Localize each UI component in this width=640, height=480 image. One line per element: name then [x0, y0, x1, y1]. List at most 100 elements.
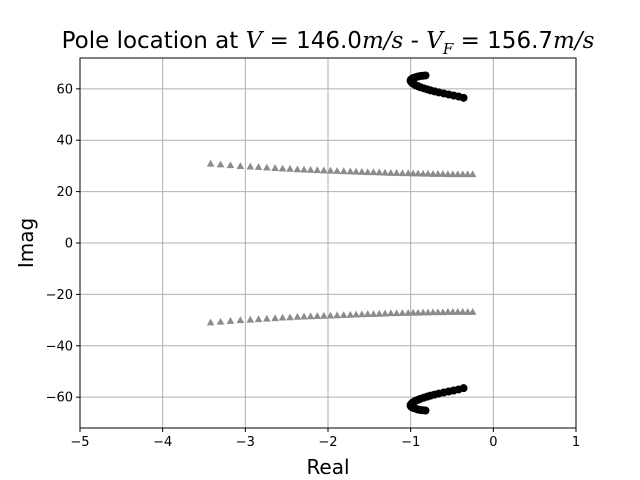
- x-tick-label: −5: [70, 435, 89, 450]
- x-tick-label: −3: [236, 435, 255, 450]
- pole-triangle-marker: [468, 308, 477, 315]
- pole-triangle-marker: [206, 318, 215, 326]
- pole-triangle-marker: [439, 170, 447, 177]
- pole-triangle-marker: [346, 310, 355, 318]
- x-tick-label: 1: [572, 435, 580, 450]
- title-vf-value: = 156.7: [453, 28, 553, 54]
- pole-triangle-marker: [300, 312, 308, 320]
- pole-triangle-marker: [286, 313, 294, 321]
- pole-triangle-marker: [363, 310, 372, 317]
- pole-triangle-marker: [246, 162, 255, 170]
- data-points: [206, 71, 477, 415]
- pole-triangle-marker: [206, 159, 215, 167]
- pole-triangle-marker: [339, 311, 348, 318]
- pole-triangle-marker: [313, 312, 322, 320]
- pole-triangle-marker: [320, 166, 328, 174]
- pole-triangle-marker: [326, 166, 335, 174]
- title-separator: -: [403, 28, 426, 54]
- x-tick-label: 0: [489, 435, 497, 450]
- pole-triangle-marker: [286, 164, 294, 172]
- y-tick-label: 20: [56, 185, 73, 200]
- title-vf-subscript: F: [442, 40, 454, 58]
- pole-triangle-marker: [449, 308, 457, 315]
- title-vf-symbol: V: [426, 28, 445, 54]
- pole-triangle-marker: [216, 317, 225, 325]
- pole-triangle-marker: [381, 309, 389, 317]
- pole-triangle-marker: [236, 316, 245, 324]
- pole-triangle-marker: [375, 309, 384, 317]
- pole-triangle-marker: [333, 166, 341, 174]
- pole-triangle-marker: [387, 309, 395, 317]
- pole-triangle-marker: [271, 314, 279, 322]
- pole-triangle-marker: [409, 169, 417, 177]
- pole-triangle-marker: [326, 311, 335, 319]
- pole-triangle-marker: [444, 170, 452, 178]
- y-axis-label: Imag: [14, 218, 38, 268]
- pole-triangle-marker: [216, 160, 225, 168]
- pole-triangle-marker: [381, 168, 389, 176]
- pole-triangle-marker: [463, 170, 472, 178]
- pole-triangle-marker: [458, 308, 467, 315]
- pole-triangle-marker: [236, 162, 245, 169]
- pole-triangle-marker: [404, 309, 412, 316]
- y-tick-label: −20: [46, 288, 73, 303]
- pole-triangle-marker: [300, 165, 308, 173]
- pole-triangle-marker: [409, 308, 417, 316]
- pole-triangle-marker: [358, 310, 366, 318]
- pole-triangle-marker: [226, 317, 235, 324]
- pole-triangle-marker: [387, 169, 395, 176]
- pole-triangle-marker: [313, 166, 322, 174]
- pole-triangle-marker: [458, 170, 467, 178]
- pole-triangle-marker: [271, 164, 279, 172]
- pole-triangle-marker: [419, 169, 427, 177]
- pole-triangle-marker: [414, 169, 422, 177]
- y-tick-label: −60: [46, 391, 73, 406]
- pole-triangle-marker: [263, 163, 271, 171]
- pole-triangle-marker: [398, 169, 407, 177]
- y-tick-label: 60: [56, 82, 73, 97]
- title-vf-units: m/s: [553, 28, 595, 54]
- pole-triangle-marker: [375, 168, 384, 176]
- pole-triangle-marker: [453, 170, 462, 178]
- pole-triangle-marker: [246, 315, 255, 323]
- pole-triangle-marker: [226, 161, 235, 169]
- x-tick-label: −2: [318, 435, 337, 450]
- pole-triangle-marker: [398, 309, 407, 316]
- pole-triangle-marker: [369, 168, 378, 176]
- pole-triangle-marker: [278, 164, 287, 172]
- pole-triangle-marker: [263, 314, 271, 322]
- pole-triangle-marker: [358, 168, 366, 175]
- pole-triangle-marker: [434, 170, 442, 177]
- pole-triangle-marker: [333, 311, 341, 319]
- pole-triangle-marker: [369, 310, 378, 317]
- title-prefix: Pole location at: [62, 28, 246, 54]
- x-axis-label: Real: [306, 455, 349, 479]
- x-ticks: −5 −4 −3 −2 −1 0 1: [70, 428, 580, 450]
- title-v-symbol: V: [246, 28, 265, 54]
- pole-triangle-marker: [363, 168, 372, 176]
- title-v-value: = 146.0: [262, 28, 362, 54]
- pole-triangle-marker: [392, 169, 401, 176]
- pole-triangle-marker: [424, 308, 432, 316]
- pole-triangle-marker: [449, 170, 457, 178]
- pole-triangle-marker: [453, 308, 462, 315]
- pole-triangle-marker: [424, 169, 432, 177]
- y-tick-label: 0: [65, 237, 73, 252]
- y-ticks: −60 −40 −20 0 20 40 60: [46, 82, 80, 406]
- pole-triangle-marker: [339, 167, 348, 175]
- x-tick-label: −4: [153, 435, 172, 450]
- pole-triangle-marker: [293, 312, 302, 320]
- pole-triangle-marker: [429, 170, 437, 177]
- chart-title: Pole location at V = 146.0m/s - VF = 156…: [62, 28, 595, 58]
- pole-triangle-marker: [392, 309, 401, 317]
- pole-triangle-marker: [429, 308, 437, 316]
- pole-triangle-marker: [444, 308, 452, 315]
- pole-triangle-marker: [293, 165, 302, 173]
- pole-triangle-marker: [254, 315, 263, 323]
- pole-triangle-marker: [320, 311, 328, 319]
- pole-triangle-marker: [254, 163, 263, 170]
- pole-triangle-marker: [278, 313, 287, 321]
- pole-circle-marker: [421, 406, 430, 415]
